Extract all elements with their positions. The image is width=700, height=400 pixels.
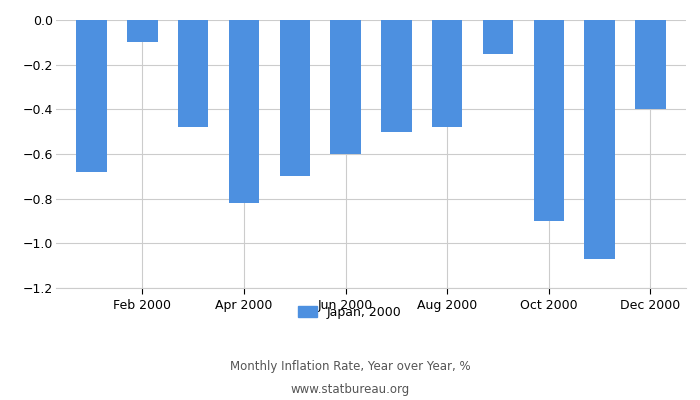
Bar (533, 20, 564, 221)
Bar (483, 20, 513, 54)
Bar (432, 20, 463, 127)
Legend: Japan, 2000: Japan, 2000 (293, 301, 407, 324)
Bar (382, 20, 412, 132)
Bar (229, 20, 259, 203)
Bar (76, 20, 107, 172)
Bar (127, 20, 158, 42)
Text: www.statbureau.org: www.statbureau.org (290, 383, 410, 396)
Bar (330, 20, 360, 154)
Text: Monthly Inflation Rate, Year over Year, %: Monthly Inflation Rate, Year over Year, … (230, 360, 470, 373)
Bar (635, 20, 666, 109)
Bar (279, 20, 310, 176)
Bar (584, 20, 615, 259)
Bar (178, 20, 209, 127)
